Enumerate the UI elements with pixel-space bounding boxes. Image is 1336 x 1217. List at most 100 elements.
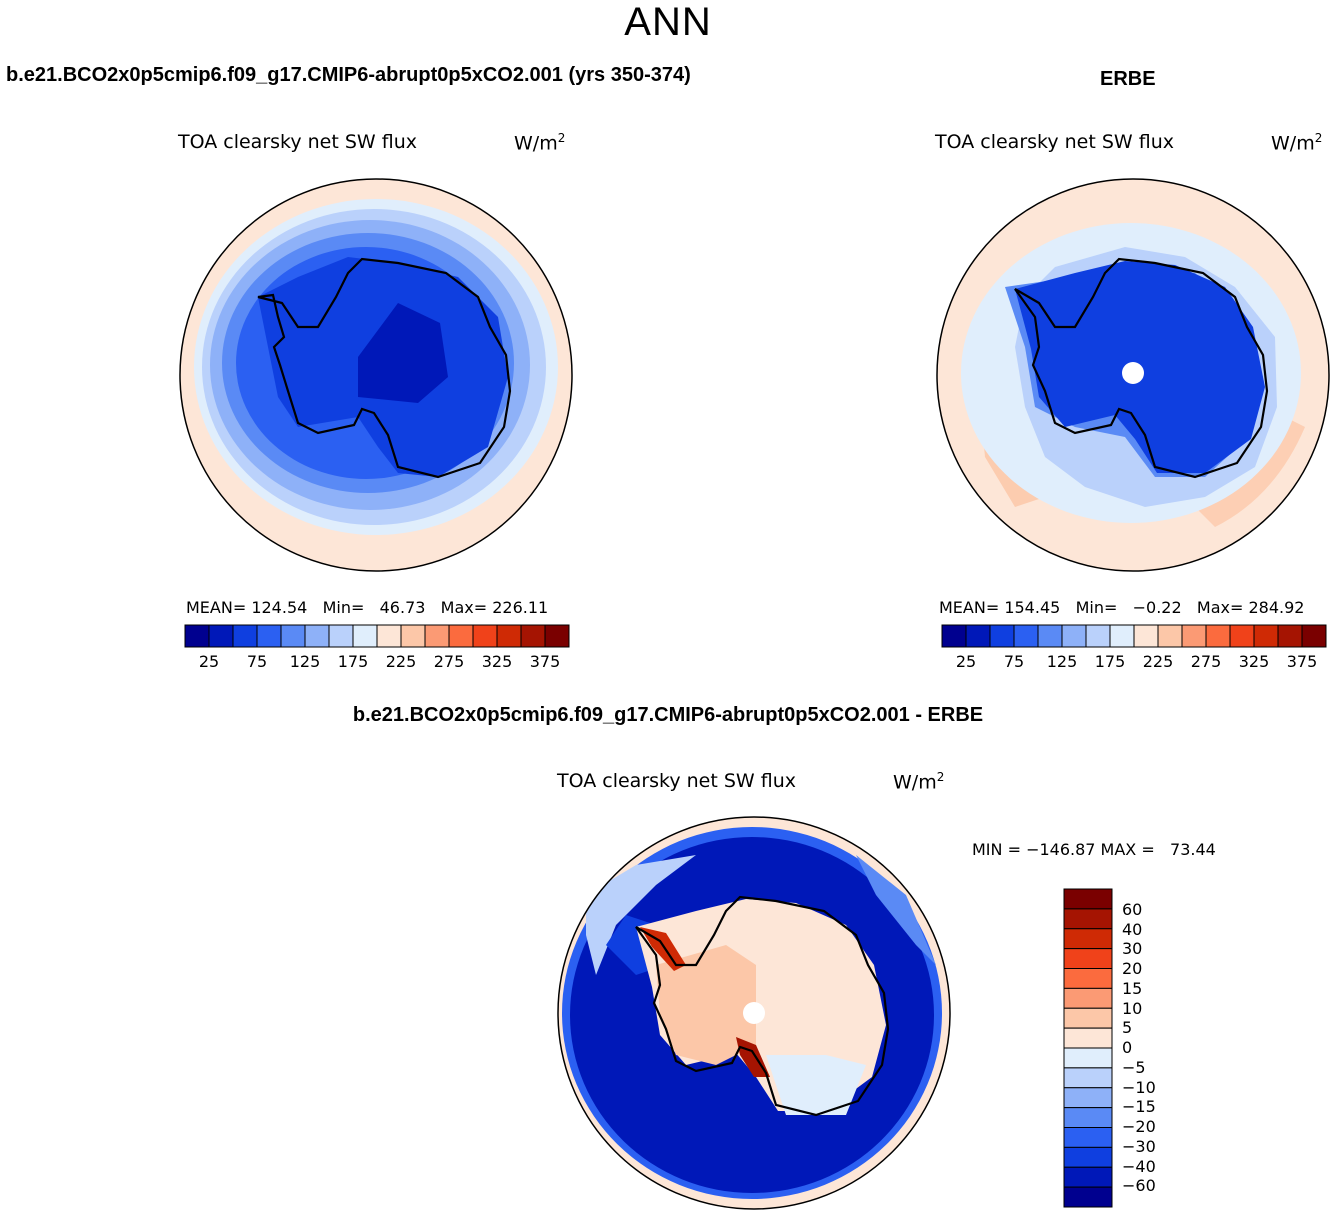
obs-colorbar-swatch — [1181, 624, 1207, 648]
diff-colorbar-swatch — [1063, 1186, 1113, 1208]
model-colorbar-swatch — [280, 624, 306, 648]
diff-colorbar-swatch — [1063, 1007, 1113, 1029]
obs-colorbar-swatch — [1205, 624, 1231, 648]
model-tick: 275 — [433, 652, 465, 671]
diff-case-title: b.e21.BCO2x0p5cmip6.f09_g17.CMIP6-abrupt… — [352, 704, 984, 726]
obs-colorbar-swatch — [941, 624, 967, 648]
diff-label: 60 — [1122, 900, 1143, 919]
model-polar-map — [179, 178, 573, 572]
obs-stats: MEAN= 154.45 Min= −0.22 Max= 284.92 — [939, 598, 1305, 617]
model-colorbar-swatch — [328, 624, 354, 648]
obs-colorbar-ticks: 25 75 125 175 225 275 325 375 — [942, 652, 1326, 674]
diff-units-label: W/m2 — [893, 770, 945, 794]
diff-label: −5 — [1122, 1058, 1146, 1077]
diff-colorbar-swatch — [1063, 1146, 1113, 1168]
obs-colorbar-swatch — [1085, 624, 1111, 648]
obs-colorbar-swatch — [1277, 624, 1303, 648]
model-colorbar-swatch — [448, 624, 474, 648]
diff-label: −40 — [1122, 1157, 1156, 1176]
model-colorbar-swatch — [376, 624, 402, 648]
model-tick: 225 — [385, 652, 417, 671]
model-colorbar-swatch — [352, 624, 378, 648]
obs-tick: 325 — [1238, 652, 1270, 671]
obs-colorbar — [941, 624, 1327, 648]
diff-label: 0 — [1122, 1038, 1133, 1057]
obs-colorbar-swatch — [1253, 624, 1279, 648]
model-colorbar-swatch — [232, 624, 258, 648]
obs-tick: 375 — [1286, 652, 1318, 671]
model-stats: MEAN= 124.54 Min= 46.73 Max= 226.11 — [186, 598, 549, 617]
diff-colorbar-swatch — [1063, 1087, 1113, 1109]
obs-colorbar-swatch — [1037, 624, 1063, 648]
obs-tick: 175 — [1094, 652, 1126, 671]
obs-polar-map — [936, 178, 1330, 572]
obs-units-label: W/m2 — [1271, 131, 1323, 155]
diff-colorbar-swatch — [1063, 948, 1113, 970]
model-units-label: W/m2 — [514, 131, 566, 155]
obs-colorbar-swatch — [1133, 624, 1159, 648]
diff-label: 40 — [1122, 920, 1143, 939]
diff-colorbar-swatch — [1063, 1166, 1113, 1188]
model-colorbar-swatch — [472, 624, 498, 648]
obs-colorbar-swatch — [1013, 624, 1039, 648]
obs-tick: 225 — [1142, 652, 1174, 671]
model-case-title: b.e21.BCO2x0p5cmip6.f09_g17.CMIP6-abrupt… — [6, 64, 691, 86]
obs-case-title: ERBE — [1100, 68, 1156, 90]
obs-tick: 125 — [1046, 652, 1078, 671]
diff-label: −10 — [1122, 1078, 1156, 1097]
diff-colorbar-swatch — [1063, 1027, 1113, 1049]
diff-colorbar-swatch — [1063, 987, 1113, 1009]
diff-label: 15 — [1122, 979, 1143, 998]
diff-polar-map — [557, 816, 951, 1210]
diff-label: −30 — [1122, 1137, 1156, 1156]
model-colorbar-swatch — [208, 624, 234, 648]
obs-colorbar-swatch — [1109, 624, 1135, 648]
model-colorbar-swatch — [304, 624, 330, 648]
diff-label: −15 — [1122, 1097, 1156, 1116]
diff-stats: MIN = −146.87 MAX = 73.44 — [972, 840, 1216, 859]
diff-colorbar-labels: 60 40 30 20 15 10 5 0 −5 −10 −15 −20 −30… — [1122, 900, 1182, 1200]
diff-colorbar — [1063, 888, 1113, 1208]
obs-variable-label: TOA clearsky net SW flux — [935, 131, 1175, 153]
model-colorbar-ticks: 25 75 125 175 225 275 325 375 — [185, 652, 569, 674]
diff-label: 20 — [1122, 959, 1143, 978]
model-variable-label: TOA clearsky net SW flux — [178, 131, 418, 153]
model-tick: 175 — [337, 652, 369, 671]
diff-label: −20 — [1122, 1117, 1156, 1136]
model-colorbar-swatch — [496, 624, 522, 648]
diff-colorbar-swatch — [1063, 1067, 1113, 1089]
diff-colorbar-swatch — [1063, 1127, 1113, 1148]
diff-variable-label: TOA clearsky net SW flux — [557, 770, 797, 792]
model-tick: 75 — [246, 652, 268, 671]
model-colorbar — [184, 624, 570, 648]
model-tick: 25 — [198, 652, 220, 671]
model-tick: 375 — [529, 652, 561, 671]
model-colorbar-swatch — [520, 624, 546, 648]
diff-colorbar-swatch — [1063, 928, 1113, 950]
diff-label: 30 — [1122, 939, 1143, 958]
obs-colorbar-swatch — [1157, 624, 1183, 648]
diff-colorbar-swatch — [1063, 1047, 1113, 1069]
diff-label: 10 — [1122, 999, 1143, 1018]
model-colorbar-swatch — [184, 624, 210, 648]
obs-tick: 275 — [1190, 652, 1222, 671]
diff-colorbar-swatch — [1063, 888, 1113, 910]
obs-colorbar-swatch — [989, 624, 1015, 648]
figure-title: ANN — [624, 0, 712, 44]
diff-label: −60 — [1122, 1176, 1156, 1195]
diff-colorbar-swatch — [1063, 908, 1113, 930]
model-colorbar-swatch — [256, 624, 282, 648]
model-tick: 325 — [481, 652, 513, 671]
obs-colorbar-swatch — [1229, 624, 1255, 648]
model-colorbar-swatch — [544, 624, 570, 648]
diff-colorbar-swatch — [1063, 1107, 1113, 1129]
model-colorbar-swatch — [400, 624, 426, 648]
obs-tick: 75 — [1003, 652, 1025, 671]
obs-tick: 25 — [955, 652, 977, 671]
model-tick: 125 — [289, 652, 321, 671]
model-colorbar-swatch — [424, 624, 450, 648]
obs-colorbar-swatch — [1061, 624, 1087, 648]
diff-colorbar-swatch — [1063, 968, 1113, 989]
obs-colorbar-swatch — [965, 624, 991, 648]
obs-colorbar-swatch — [1301, 624, 1327, 648]
